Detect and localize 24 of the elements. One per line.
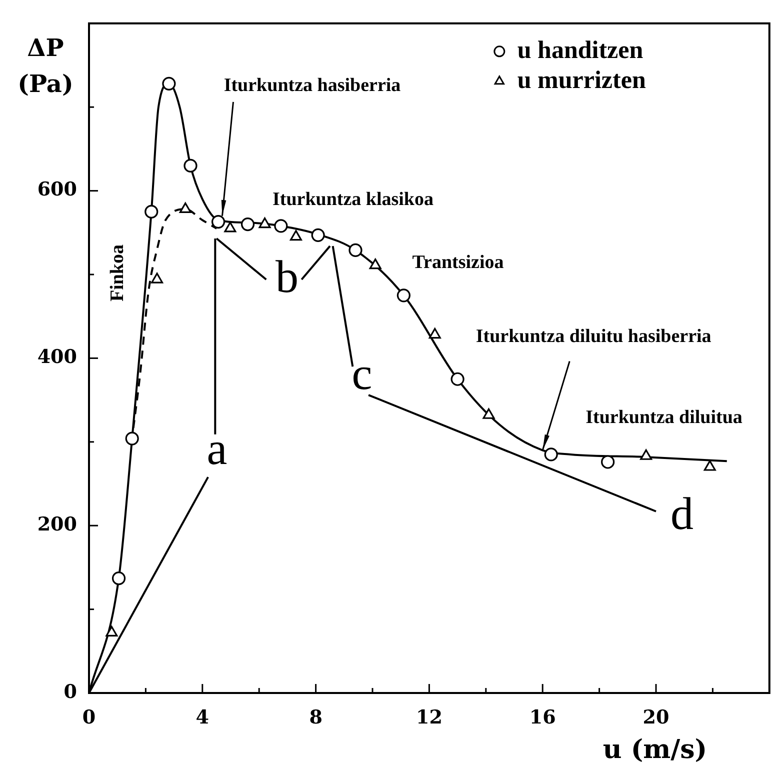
x-tick-label: 20 — [642, 706, 670, 728]
x-tick-label: 4 — [196, 706, 210, 728]
annotation: Trantsizioa — [412, 252, 504, 273]
y-tick-label: 600 — [37, 178, 77, 201]
y-tick-label: 0 — [64, 680, 77, 703]
y-tick-label: 200 — [37, 514, 77, 536]
x-axis-title: u (m/s) — [602, 735, 708, 765]
annotation: a — [206, 423, 228, 474]
annotation: Iturkuntza klasikoa — [272, 188, 434, 210]
x-tick-label: 8 — [309, 706, 322, 728]
annotation: Finkoa — [106, 244, 128, 302]
x-tick-label: 12 — [416, 706, 442, 728]
y-axis-title: ΔP (Pa) — [16, 32, 74, 100]
annotation: c — [352, 348, 372, 400]
annotation: Iturkuntza diluitua — [586, 406, 743, 428]
annotation: d — [670, 488, 694, 540]
x-tick-label: 0 — [82, 706, 96, 728]
legend-label: u murrizten — [517, 66, 646, 94]
legend-label: u handitzen — [517, 36, 644, 64]
x-tick-label: 16 — [529, 706, 556, 728]
annotation: b — [276, 251, 298, 302]
annotation: Iturkuntza diluitu hasiberria — [476, 326, 712, 348]
y-tick-label: 400 — [37, 346, 77, 368]
annotation: Iturkuntza hasiberria — [224, 74, 402, 96]
